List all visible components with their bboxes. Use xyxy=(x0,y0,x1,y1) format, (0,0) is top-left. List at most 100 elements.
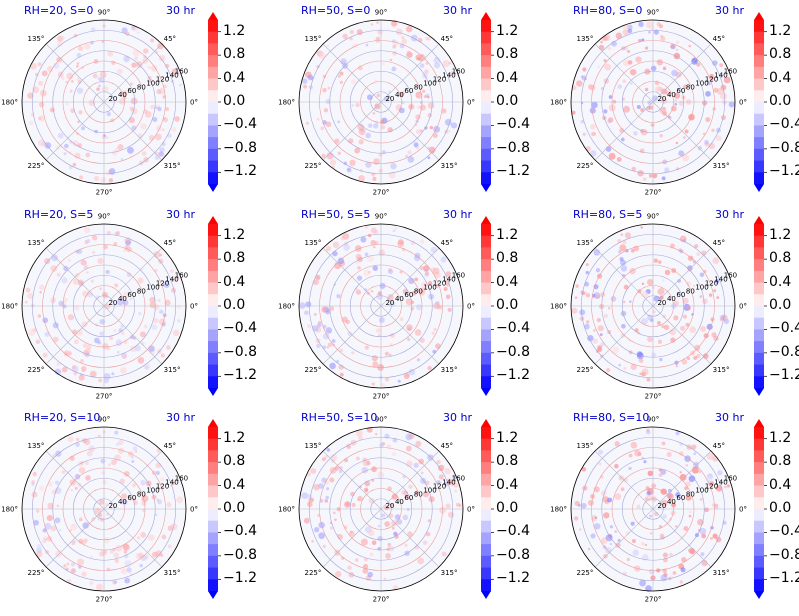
field-cell xyxy=(705,117,711,123)
field-cell xyxy=(705,91,711,97)
field-cell xyxy=(108,335,114,341)
field-cell xyxy=(326,246,332,251)
colorbar-level xyxy=(754,544,764,557)
field-cell xyxy=(343,244,350,251)
radial-tick-label: 20 xyxy=(108,95,117,103)
field-cell xyxy=(388,353,392,357)
field-cell xyxy=(158,258,164,264)
field-cell xyxy=(662,514,667,519)
field-cell xyxy=(629,82,633,85)
field-cell xyxy=(427,454,434,461)
colorbar-tick-label: 0.0 xyxy=(496,297,519,313)
field-cell xyxy=(157,42,164,50)
field-cell xyxy=(636,504,641,509)
colorbar-level xyxy=(754,567,764,580)
field-cell xyxy=(58,300,65,307)
field-cell xyxy=(712,257,720,264)
angle-tick-label: 315° xyxy=(441,366,458,374)
field-cell xyxy=(367,529,375,537)
field-cell xyxy=(679,451,684,456)
radial-tick-label: 80 xyxy=(137,287,146,295)
field-cell xyxy=(351,104,355,107)
field-cell xyxy=(141,151,147,156)
angle-tick-label: 0° xyxy=(739,303,747,311)
angle-tick-label: 0° xyxy=(190,506,198,514)
field-cell xyxy=(723,76,731,84)
colorbar xyxy=(208,216,221,396)
colorbar-tick-label: 0.0 xyxy=(769,500,792,516)
angular-gridline xyxy=(45,43,105,103)
field-cell xyxy=(668,552,673,557)
field-cell xyxy=(657,288,665,296)
field-cell xyxy=(63,297,68,302)
field-cell xyxy=(159,309,164,314)
field-cell xyxy=(36,544,42,550)
angular-gridline xyxy=(322,508,382,568)
field-cell xyxy=(637,170,644,177)
radial-tick-label: 140 xyxy=(714,72,727,80)
field-cell xyxy=(128,117,135,124)
field-cell xyxy=(78,279,84,286)
angle-tick-label: 135° xyxy=(27,239,44,247)
field-cell xyxy=(593,249,601,256)
field-cell xyxy=(53,62,60,69)
field-cell xyxy=(447,307,452,312)
panel-title: RH=80, S=10 xyxy=(573,411,650,424)
field-cell xyxy=(156,89,162,95)
radial-tick-label: 60 xyxy=(404,494,413,502)
field-cell xyxy=(614,493,622,500)
field-cell xyxy=(622,29,629,36)
field-cell xyxy=(152,551,158,558)
field-cell xyxy=(428,293,435,300)
angle-tick-label: 315° xyxy=(713,162,730,170)
field-cell xyxy=(344,501,351,508)
field-cell xyxy=(154,106,158,110)
field-cell xyxy=(99,287,102,290)
polar-frame xyxy=(298,19,464,185)
field-cell xyxy=(44,257,51,265)
angle-tick-label: 45° xyxy=(713,35,725,43)
field-cell xyxy=(368,497,375,504)
colorbar-level xyxy=(208,90,218,103)
field-cell xyxy=(694,244,699,249)
colorbar-level xyxy=(754,247,764,260)
field-cell xyxy=(136,536,141,540)
colorbar-tick-label: −0.4 xyxy=(769,523,799,540)
colorbar-level xyxy=(481,317,491,330)
angle-tick-label: 270° xyxy=(373,596,390,604)
field-cell xyxy=(643,460,647,464)
field-cell xyxy=(639,372,642,376)
field-cell xyxy=(121,493,128,500)
field-cell xyxy=(692,284,696,288)
colorbar-tick-label: 1.2 xyxy=(496,22,519,39)
colorbar-tick-label: −1.2 xyxy=(496,163,530,180)
polar-panel: 0°45°90°135°180°225°270°315°20 40 60 80 1001… xyxy=(550,416,747,604)
field-cell xyxy=(387,294,394,301)
field-cell xyxy=(357,498,360,501)
field-cell xyxy=(372,176,377,181)
colorbar-level xyxy=(754,125,764,138)
field-cell xyxy=(699,272,705,278)
field-cell xyxy=(357,266,361,270)
angle-tick-label: 180° xyxy=(550,99,567,107)
field-cell xyxy=(589,107,596,114)
field-cell xyxy=(337,533,341,537)
field-cell xyxy=(367,255,374,262)
field-cell xyxy=(362,567,369,574)
field-cell xyxy=(171,287,177,293)
field-cell xyxy=(346,445,351,450)
field-cell xyxy=(44,549,50,555)
colorbar-level xyxy=(208,532,218,545)
field-cell xyxy=(139,563,143,568)
field-cell xyxy=(85,152,91,158)
field-cell xyxy=(711,332,717,338)
field-cell xyxy=(332,165,335,168)
field-cell xyxy=(703,269,707,274)
field-cell xyxy=(360,538,368,546)
field-cell xyxy=(641,368,649,376)
field-cell xyxy=(86,271,89,274)
field-cell xyxy=(609,542,613,546)
colorbar-tick-label: 1.2 xyxy=(223,429,246,446)
colorbar-tick-label: 0.8 xyxy=(223,250,246,267)
radial-tick-label: 40 xyxy=(667,498,676,506)
